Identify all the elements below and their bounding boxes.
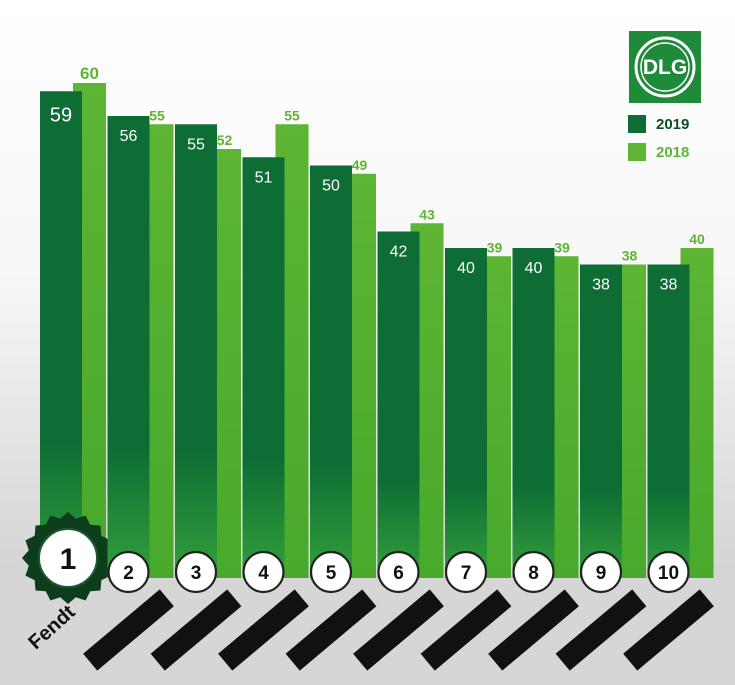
rank-label-6: 6: [393, 563, 404, 584]
legend-label-2019: 2019: [656, 115, 690, 133]
bar-2019-7: [445, 248, 487, 578]
value-label-2019-4: 51: [255, 169, 273, 186]
redaction-group-7: [420, 589, 512, 671]
redaction-group-3: [150, 589, 242, 671]
value-label-2018-1: 60: [80, 64, 99, 83]
bar-2019-10: [647, 264, 690, 578]
redacted-brand-bar-5: [285, 589, 377, 671]
rank-label-7: 7: [461, 563, 472, 584]
value-label-2019-8: 40: [525, 260, 543, 277]
value-label-2018-8: 39: [554, 239, 570, 255]
redacted-brand-bar-9: [555, 589, 647, 671]
legend-swatch-2019: [628, 115, 646, 133]
redaction-group-6: [353, 589, 444, 671]
redaction-group-8: [488, 589, 579, 671]
bar-2019-2: [107, 116, 150, 578]
rank-badge-4: [242, 550, 285, 594]
value-label-2018-4: 55: [284, 107, 300, 123]
redacted-brand-bar-10: [623, 589, 714, 671]
bar-2019-5: [310, 165, 352, 578]
dlg-logo: DLG: [629, 31, 701, 103]
rank-label-5: 5: [326, 563, 337, 584]
rank-label-9: 9: [596, 563, 607, 584]
logo-text: DLG: [643, 56, 687, 79]
value-label-2019-10: 38: [660, 277, 678, 294]
rank-badge-5: [309, 550, 353, 594]
bar-2019-8: [512, 248, 555, 578]
rank-label-1: 1: [60, 543, 77, 576]
value-label-2019-9: 38: [592, 277, 610, 294]
redaction-group-5: [285, 589, 377, 671]
rank-badge-8: [512, 550, 555, 594]
value-label-2018-2: 55: [149, 107, 165, 123]
value-label-2018-10: 40: [689, 231, 705, 247]
rank-label-2: 2: [123, 563, 134, 584]
bar-2019-1: [40, 91, 82, 578]
rank-badge-9: [579, 550, 623, 594]
rank-badge-1: [38, 528, 98, 588]
redaction-group-4: [218, 589, 309, 671]
rank-badge-3: [174, 550, 218, 594]
bar-2019-6: [377, 231, 420, 578]
redacted-brand-bar-6: [353, 589, 444, 671]
value-label-2018-7: 39: [487, 239, 503, 255]
rank-badge-2: [107, 550, 150, 594]
value-label-2019-7: 40: [457, 260, 475, 277]
legend-item-2018: 2018: [628, 138, 689, 166]
rank-label-4: 4: [258, 563, 269, 584]
legend-item-2019: 2019: [628, 110, 689, 138]
redaction-group-9: [555, 589, 647, 671]
bar-2019-4: [242, 157, 285, 578]
redaction-group-10: [623, 589, 714, 671]
value-label-2018-9: 38: [622, 248, 638, 264]
bar-2019-3: [175, 124, 217, 578]
rank-label-8: 8: [528, 563, 539, 584]
legend-swatch-2018: [628, 143, 646, 161]
value-label-2019-1: 59: [50, 104, 72, 126]
rank-label-10: 10: [658, 563, 679, 584]
redacted-brand-bar-3: [150, 589, 242, 671]
value-label-2018-3: 52: [217, 132, 233, 148]
legend-label-2018: 2018: [656, 143, 690, 161]
rank-badge-6: [377, 550, 420, 594]
rank-label-3: 3: [191, 563, 202, 584]
redaction-group-2: [83, 589, 174, 671]
value-label-2019-5: 50: [322, 178, 340, 195]
value-label-2019-6: 42: [390, 244, 408, 261]
redacted-brand-bar-2: [83, 589, 174, 671]
rank-badge-10: [647, 550, 690, 594]
value-label-2019-2: 56: [120, 128, 138, 145]
rank-badge-7: [444, 550, 488, 594]
bar-2019-9: [580, 264, 622, 578]
legend: 2019 2018: [628, 110, 689, 166]
value-label-2019-3: 55: [187, 136, 205, 153]
redacted-brand-bar-8: [488, 589, 579, 671]
value-label-2018-5: 49: [352, 157, 368, 173]
redacted-brand-bar-7: [420, 589, 512, 671]
redacted-brand-bar-4: [218, 589, 309, 671]
value-label-2018-6: 43: [419, 206, 435, 222]
